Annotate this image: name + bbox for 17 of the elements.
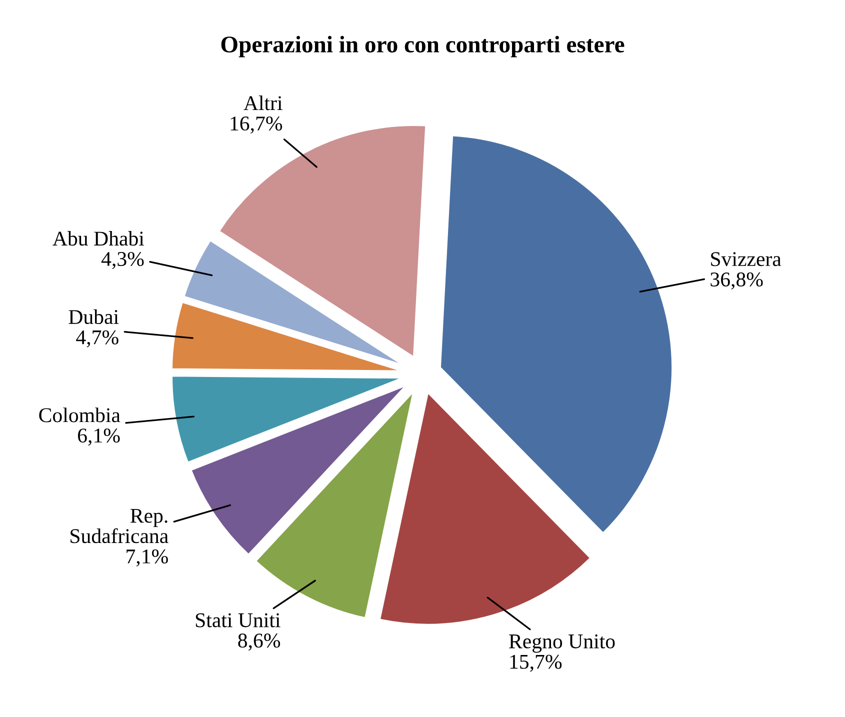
chart-title: Operazioni in oro con controparti estere xyxy=(221,36,624,58)
slice-label: Svizzera xyxy=(711,252,782,266)
data-label: 4,7% xyxy=(76,330,118,348)
data-label: 8,6% xyxy=(238,634,280,651)
slice-label: Stati Uniti xyxy=(196,613,280,628)
data-label: 15,7% xyxy=(510,654,562,672)
slice-label: Altri xyxy=(244,96,282,110)
data-label: 36,8% xyxy=(710,272,763,290)
slice-label: Rep. Sudafricana xyxy=(70,508,168,544)
data-label: 4,3% xyxy=(101,252,144,270)
slice-label: Dubai xyxy=(68,309,119,324)
data-label: 7,1% xyxy=(126,549,168,566)
slice-label: Colombia xyxy=(39,408,120,422)
slice-label: Abu Dhabi xyxy=(52,231,144,246)
data-label: 16,7% xyxy=(230,116,282,134)
data-label: 6,1% xyxy=(78,428,120,446)
slice-label: Regno Unito xyxy=(509,634,615,653)
